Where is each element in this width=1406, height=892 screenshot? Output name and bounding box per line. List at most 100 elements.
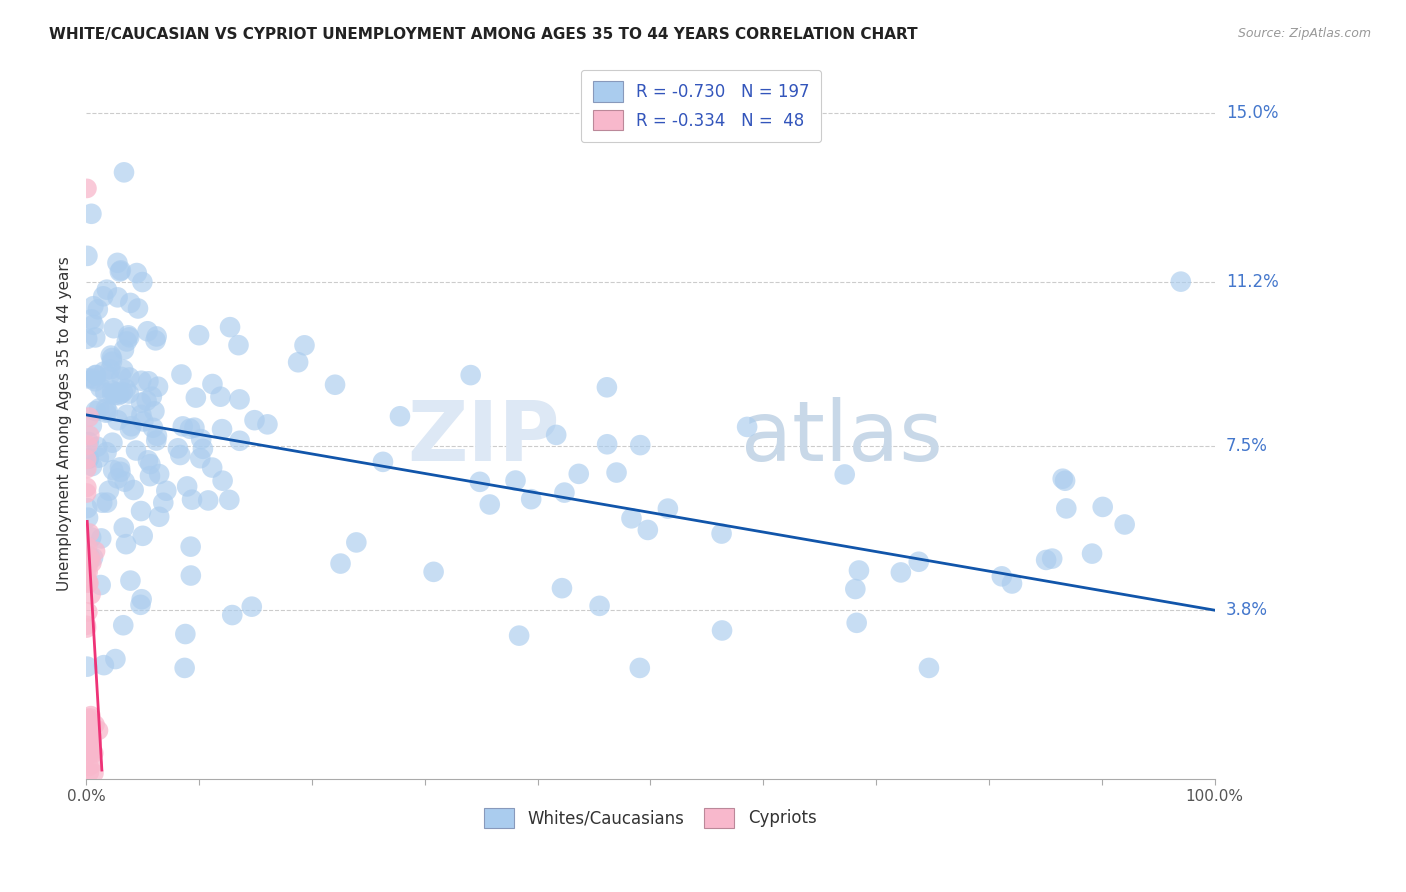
Point <box>79 739 101 754</box>
Point <box>125 443 148 458</box>
Point <box>176 479 198 493</box>
Point <box>80 312 103 326</box>
Point <box>101 435 124 450</box>
Point <box>181 492 204 507</box>
Point <box>104 388 127 402</box>
Point <box>183 420 205 434</box>
Point <box>711 624 734 638</box>
Point <box>344 535 367 549</box>
Point <box>76 332 98 346</box>
Point <box>83 318 105 332</box>
Point <box>79 526 101 541</box>
Point <box>167 442 190 456</box>
Point <box>907 555 929 569</box>
Point <box>77 714 100 728</box>
Point <box>323 377 346 392</box>
Point <box>118 423 141 437</box>
Point <box>139 457 162 471</box>
Point <box>77 576 100 591</box>
Point <box>76 621 98 635</box>
Point <box>118 370 141 384</box>
Point <box>75 552 97 566</box>
Text: 3.8%: 3.8% <box>1226 601 1268 619</box>
Point <box>657 501 679 516</box>
Point <box>152 496 174 510</box>
Point <box>101 354 124 368</box>
Point <box>80 530 103 544</box>
Point <box>84 330 107 344</box>
Point <box>97 370 120 384</box>
Point <box>221 608 243 623</box>
Point <box>115 408 138 422</box>
Point <box>94 401 117 416</box>
Point <box>228 434 250 448</box>
Point <box>122 483 145 497</box>
Point <box>90 532 112 546</box>
Point <box>79 765 101 780</box>
Point <box>91 496 114 510</box>
Point <box>86 440 108 454</box>
Point <box>132 529 155 543</box>
Point <box>82 371 104 385</box>
Point <box>136 324 159 338</box>
Point <box>76 181 98 195</box>
Point <box>148 467 170 481</box>
Point <box>115 537 138 551</box>
Text: atlas: atlas <box>741 398 942 478</box>
Point <box>460 368 482 383</box>
Legend: Whites/Caucasians, Cypriots: Whites/Caucasians, Cypriots <box>478 801 823 835</box>
Point <box>478 498 501 512</box>
Point <box>145 434 167 448</box>
Text: ZIP: ZIP <box>408 398 560 478</box>
Point <box>188 451 211 466</box>
Point <box>1091 500 1114 514</box>
Point <box>1035 553 1057 567</box>
Point <box>103 321 125 335</box>
Point <box>848 564 870 578</box>
Point <box>94 406 117 420</box>
Point <box>139 469 162 483</box>
Point <box>120 574 142 588</box>
Point <box>77 576 100 591</box>
Point <box>606 466 628 480</box>
Point <box>97 404 120 418</box>
Point <box>1052 472 1074 486</box>
Point <box>97 483 120 498</box>
Point <box>172 419 194 434</box>
Point <box>131 592 153 607</box>
Point <box>628 661 651 675</box>
Point <box>107 388 129 402</box>
Point <box>82 299 104 313</box>
Point <box>76 249 98 263</box>
Point <box>80 459 103 474</box>
Point <box>93 658 115 673</box>
Point <box>79 410 101 425</box>
Point <box>80 418 103 433</box>
Point <box>112 165 135 179</box>
Point <box>228 338 250 352</box>
Point <box>80 588 103 602</box>
Point <box>146 380 169 394</box>
Point <box>76 549 98 563</box>
Point <box>77 605 100 619</box>
Point <box>211 422 233 436</box>
Point <box>79 428 101 442</box>
Point <box>148 509 170 524</box>
Point <box>1170 275 1192 289</box>
Point <box>329 557 352 571</box>
Point <box>170 368 193 382</box>
Point <box>120 296 142 310</box>
Point <box>108 460 131 475</box>
Point <box>145 329 167 343</box>
Point <box>141 390 163 404</box>
Point <box>890 566 912 580</box>
Point <box>87 723 110 738</box>
Point <box>82 550 104 565</box>
Point <box>108 264 131 278</box>
Point <box>131 408 153 422</box>
Point <box>77 714 100 728</box>
Point <box>125 266 148 280</box>
Point <box>82 720 104 734</box>
Point <box>201 460 224 475</box>
Point <box>103 463 125 477</box>
